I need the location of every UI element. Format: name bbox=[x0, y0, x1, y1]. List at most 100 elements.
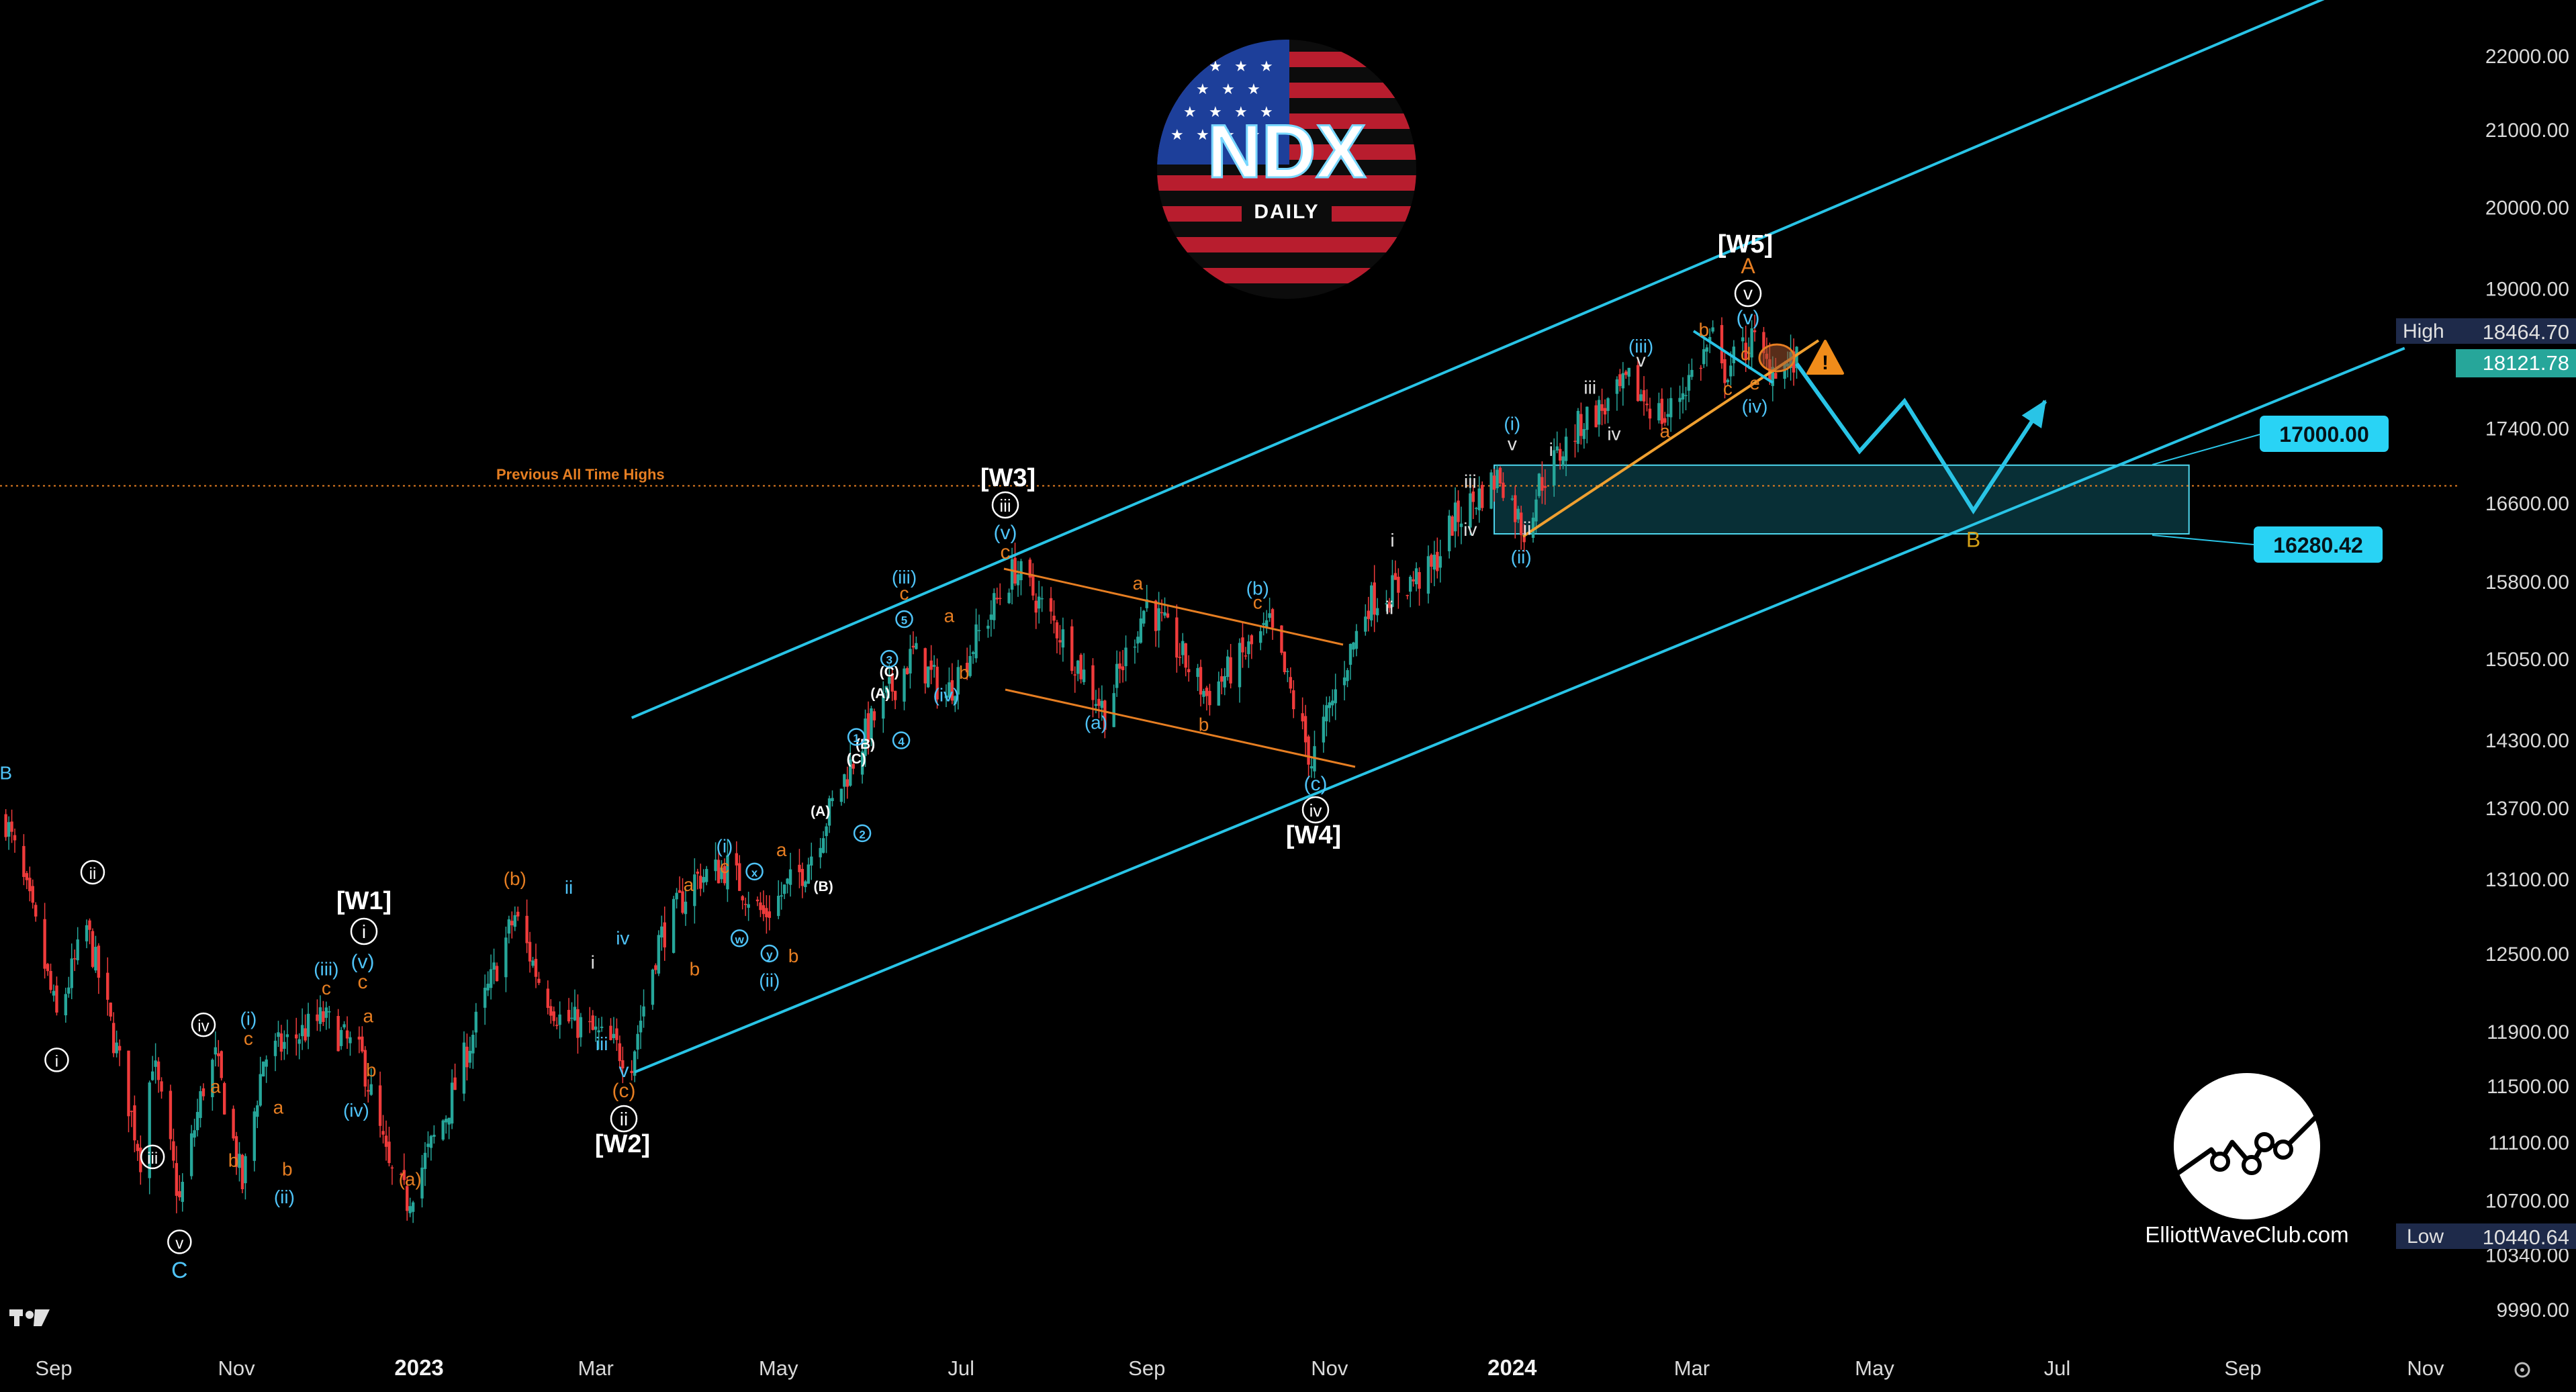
candle-body bbox=[1627, 367, 1630, 377]
candle-body bbox=[1600, 404, 1604, 411]
candle-body bbox=[1457, 500, 1460, 522]
orange-flag-lower-line bbox=[1005, 688, 1356, 768]
wave-label: (A) bbox=[811, 804, 830, 819]
major-wave-w4: (c) iv [W4] bbox=[1286, 773, 1341, 849]
candle-body bbox=[324, 1007, 328, 1018]
candle-body bbox=[555, 1025, 559, 1026]
price-axis-label: 13700.00 bbox=[2485, 798, 2569, 820]
wave-label: (i) bbox=[717, 836, 733, 857]
projection-arrowhead bbox=[2021, 400, 2046, 428]
price-axis-label: 9990.00 bbox=[2497, 1299, 2569, 1321]
candle-body bbox=[1687, 375, 1691, 391]
candle-body bbox=[1010, 559, 1014, 590]
candle-body bbox=[1241, 637, 1244, 653]
wave-label-text: ii bbox=[1523, 518, 1531, 539]
price-axis-label: 12500.00 bbox=[2485, 943, 2569, 966]
wave-label-text: a bbox=[684, 874, 694, 895]
wave-label-text: (iii) bbox=[892, 567, 917, 588]
candle-body bbox=[588, 1021, 592, 1023]
candle-body bbox=[827, 798, 831, 826]
candle-body bbox=[55, 985, 58, 1013]
wave-label: iv bbox=[1463, 519, 1477, 540]
candle-body bbox=[615, 1028, 618, 1040]
candle-body bbox=[1082, 669, 1086, 682]
candle-body bbox=[150, 1071, 154, 1080]
candle-body bbox=[929, 660, 933, 670]
wave-label: i bbox=[44, 1048, 69, 1072]
price-axis-label: 20000.00 bbox=[2485, 197, 2569, 219]
price-axis-label: 19000.00 bbox=[2485, 279, 2569, 301]
svg-text:★: ★ bbox=[1170, 126, 1184, 143]
candle-body bbox=[342, 1024, 346, 1028]
candle-body bbox=[1498, 467, 1502, 483]
wave-label-text: (C) bbox=[847, 751, 866, 767]
wave-label: 3 bbox=[880, 649, 899, 668]
candle-body bbox=[136, 1144, 140, 1152]
candle-body bbox=[1582, 429, 1586, 439]
candle-body bbox=[31, 886, 34, 903]
candle-body bbox=[1133, 646, 1137, 648]
svg-text:★: ★ bbox=[1196, 81, 1209, 97]
candle-body bbox=[1289, 677, 1293, 689]
settings-gear-icon[interactable] bbox=[2514, 1362, 2530, 1378]
wave-label: a bbox=[210, 1076, 221, 1097]
wave-label-text: e bbox=[1749, 373, 1760, 393]
wave-label: ii bbox=[1385, 597, 1393, 618]
target-low-label: 16280.42 bbox=[2273, 533, 2362, 557]
candle-body bbox=[1328, 702, 1331, 708]
svg-text:★: ★ bbox=[1247, 126, 1260, 143]
candle-body bbox=[1268, 613, 1271, 618]
wave-label: a bbox=[363, 1005, 373, 1026]
major-wave-sub: ii bbox=[620, 1109, 628, 1129]
candle-body bbox=[1502, 482, 1505, 498]
wave-label: b bbox=[788, 945, 799, 966]
wave-label-text: x bbox=[751, 866, 758, 879]
candle-body bbox=[1058, 640, 1062, 643]
candle-body bbox=[780, 895, 783, 897]
major-wave-sub3: A bbox=[1741, 254, 1755, 278]
candle-body bbox=[217, 1053, 220, 1056]
wave-label: (iii) bbox=[314, 958, 338, 979]
candle-body bbox=[1645, 404, 1649, 406]
candle-body bbox=[1205, 688, 1209, 696]
wave-circle bbox=[1301, 796, 1330, 824]
candle-body bbox=[911, 645, 915, 648]
candle-body bbox=[486, 983, 490, 990]
wave-label: iv bbox=[191, 1012, 216, 1037]
candle-body bbox=[1301, 713, 1304, 722]
candle-body bbox=[1489, 472, 1493, 509]
candle-body bbox=[915, 643, 918, 649]
wave-label-text: (a) bbox=[1085, 712, 1107, 733]
candle-body bbox=[265, 1059, 268, 1067]
major-wave-w1: [W1] i (v) c bbox=[336, 887, 392, 993]
svg-text:★: ★ bbox=[1247, 81, 1260, 97]
candle-body bbox=[1196, 667, 1199, 678]
candle-body bbox=[1309, 766, 1314, 769]
time-axis-label: May bbox=[759, 1356, 798, 1380]
wave-label: (iv) bbox=[933, 685, 960, 706]
price-axis-label: 11900.00 bbox=[2487, 1021, 2569, 1043]
wave-label: v bbox=[1637, 350, 1646, 371]
candle-body bbox=[1555, 446, 1559, 451]
candle-body bbox=[956, 667, 960, 695]
major-wave-sub3: c bbox=[358, 971, 368, 993]
candle-body bbox=[597, 1030, 600, 1033]
wave-label: C bbox=[171, 1258, 188, 1283]
wave-label: c bbox=[322, 978, 331, 999]
warning-icon: ! bbox=[1806, 340, 1844, 375]
major-wave-w2: v (c) ii [W2] bbox=[595, 1060, 650, 1158]
candle-body bbox=[1157, 608, 1160, 631]
candle-body bbox=[1447, 515, 1451, 551]
candle-body bbox=[462, 1042, 466, 1094]
candle-body bbox=[1373, 582, 1376, 615]
candle-body bbox=[495, 966, 499, 982]
candle-body bbox=[1705, 347, 1708, 352]
candle-body bbox=[1199, 667, 1203, 695]
candle-body bbox=[1531, 517, 1535, 538]
candle-body bbox=[1520, 512, 1523, 535]
candle-body bbox=[1615, 379, 1619, 394]
wave-label: (ii) bbox=[1511, 547, 1532, 567]
svg-text:★: ★ bbox=[1234, 103, 1248, 120]
projection-path bbox=[1795, 362, 2048, 515]
candle-body bbox=[1367, 610, 1370, 619]
